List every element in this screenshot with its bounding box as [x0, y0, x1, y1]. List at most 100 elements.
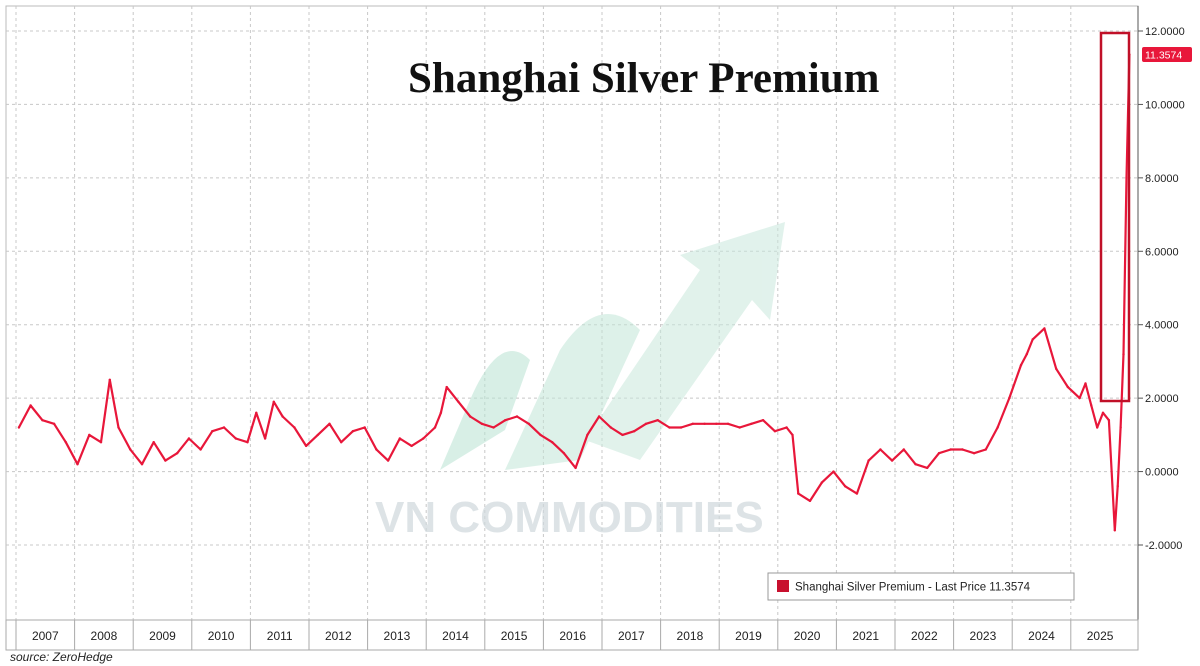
data-point: [272, 400, 275, 403]
grid: [6, 6, 1138, 620]
data-point: [375, 448, 378, 451]
x-tick-label: 2014: [442, 629, 469, 643]
data-point: [1008, 396, 1011, 400]
data-point: [984, 448, 987, 451]
data-point: [996, 426, 999, 429]
data-point: [1096, 426, 1099, 429]
data-point: [574, 466, 577, 470]
data-point: [386, 459, 390, 462]
data-point: [1084, 382, 1087, 385]
x-tick-label: 2023: [970, 629, 997, 643]
data-point: [108, 378, 112, 381]
data-point: [363, 426, 366, 429]
data-point: [902, 448, 905, 451]
data-point: [1078, 396, 1081, 400]
data-point: [832, 470, 835, 473]
data-point: [820, 481, 823, 484]
legend-box: [767, 572, 1075, 601]
x-tick-label: 2017: [618, 629, 645, 643]
legend: Shanghai Silver Premium - Last Price 11.…: [767, 572, 1075, 601]
data-point: [351, 430, 355, 433]
data-point: [246, 441, 249, 444]
data-point: [844, 485, 847, 488]
data-point: [890, 459, 894, 462]
x-tick-label: 2013: [384, 629, 411, 643]
data-point: [129, 448, 132, 451]
data-point: [410, 444, 413, 448]
x-tick-label: 2016: [559, 629, 586, 643]
data-point: [457, 400, 460, 403]
data-point: [1090, 404, 1093, 407]
data-point: [1066, 385, 1070, 389]
y-tick-label: 10.0000: [1145, 99, 1185, 111]
data-point: [1119, 426, 1122, 429]
x-tick-label: 2020: [794, 629, 821, 643]
data-point: [234, 437, 237, 440]
data-point: [255, 411, 258, 414]
data-point: [1043, 327, 1046, 330]
x-tick-label: 2021: [852, 629, 879, 643]
source-note: source: ZeroHedge: [10, 650, 113, 664]
data-point: [140, 463, 144, 466]
data-point: [328, 422, 331, 425]
data-point: [621, 433, 624, 437]
x-tick-label: 2025: [1087, 629, 1114, 643]
data-point: [211, 430, 214, 433]
data-point: [761, 419, 765, 422]
data-point: [29, 404, 32, 407]
legend-label: Shanghai Silver Premium - Last Price 11.…: [795, 582, 1031, 594]
watermark-text: VN COMMODITIES: [375, 493, 764, 542]
data-point: [586, 433, 589, 437]
x-tick-label: 2008: [91, 629, 118, 643]
data-point: [597, 415, 601, 418]
data-point: [562, 452, 566, 455]
data-point: [797, 492, 800, 495]
last-price-badge: [1142, 47, 1192, 62]
data-point: [263, 437, 267, 440]
data-point: [879, 448, 882, 451]
data-point: [679, 426, 683, 429]
data-point: [855, 492, 859, 495]
data-point: [609, 426, 612, 429]
data-point: [1031, 338, 1034, 341]
series-layer: [17, 53, 1131, 532]
data-point: [691, 422, 694, 425]
x-tick-label: 2011: [267, 629, 293, 643]
x-tick-label: 2015: [501, 629, 528, 643]
data-point: [914, 463, 917, 466]
y-axis-ticks: 12.0000 10.0000 8.0000 6.0000 4.0000 2.0000 0.…: [1138, 26, 1185, 552]
data-point: [492, 426, 495, 429]
data-point: [41, 419, 44, 422]
data-point: [656, 419, 659, 422]
x-tick-label: 2009: [149, 629, 176, 643]
x-tick-label: 2018: [677, 629, 704, 643]
data-point: [304, 444, 308, 448]
data-point: [773, 430, 777, 433]
data-point: [726, 422, 730, 425]
data-point: [808, 499, 812, 503]
x-tick-label: 2019: [735, 629, 762, 643]
data-point: [961, 448, 964, 451]
data-point: [222, 426, 226, 429]
data-point: [199, 448, 202, 451]
data-point: [52, 422, 56, 425]
data-point: [439, 411, 443, 414]
data-point: [398, 437, 401, 440]
data-point: [469, 415, 472, 418]
x-axis-band: [5, 619, 1139, 651]
data-point: [539, 433, 542, 437]
data-point: [117, 426, 120, 429]
data-point: [445, 385, 448, 389]
data-point: [785, 426, 788, 429]
data-point: [644, 422, 648, 425]
watermark-logo: [440, 222, 785, 470]
data-point: [668, 426, 671, 429]
data-point: [715, 422, 718, 425]
data-point: [176, 452, 179, 455]
data-point: [703, 422, 706, 425]
data-point: [281, 415, 284, 418]
data-point: [64, 441, 68, 444]
data-point: [99, 441, 103, 444]
x-axis-ticks: 2007 2008 2009 2010 2011 2012 2013 2014 2015 2016…: [15, 620, 1114, 650]
